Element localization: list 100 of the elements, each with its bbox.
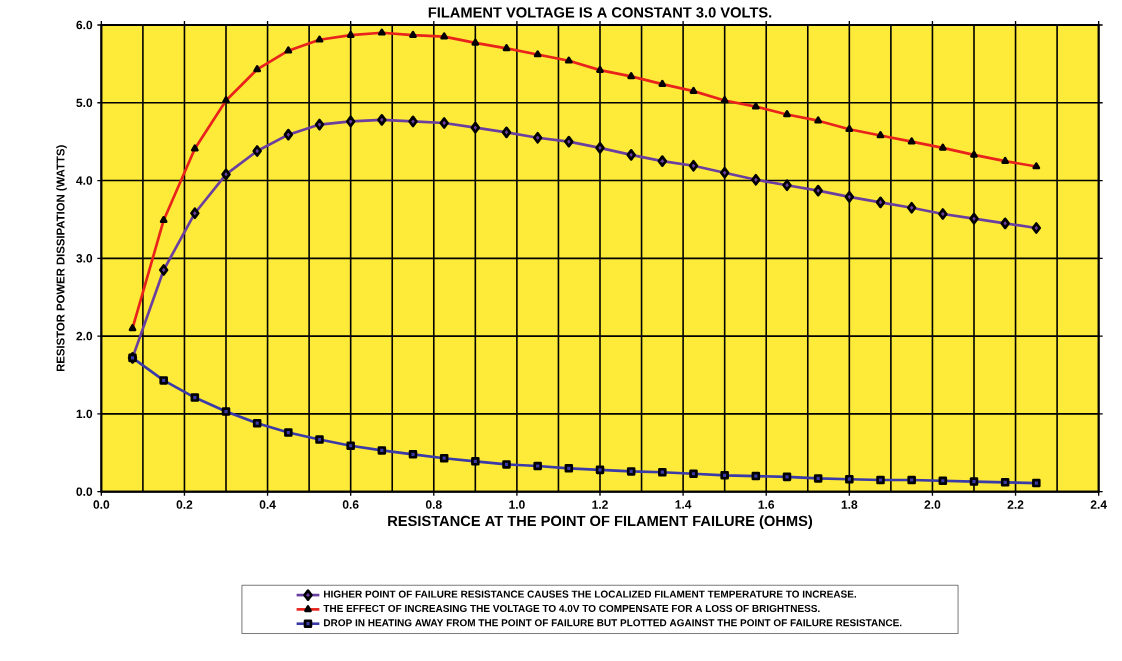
point [408,450,418,459]
point [658,467,667,477]
point [626,149,636,161]
point [190,207,200,220]
point [159,215,168,224]
point [907,137,916,145]
point [1000,217,1010,230]
point [938,476,948,486]
x-tick-label: 0.2 [176,500,193,509]
point [595,465,605,475]
x-tick-label: 1.8 [841,500,858,509]
point [190,393,200,402]
point [502,44,511,52]
point [845,124,854,133]
point [751,173,761,186]
point [471,38,480,46]
x-tick-label: 1.4 [675,500,692,509]
point [222,96,230,104]
point [719,166,730,179]
point [627,72,636,80]
point [1001,156,1010,164]
point [377,114,387,126]
point [689,469,698,479]
point [658,79,667,87]
y-tick-label: 2.0 [76,331,93,341]
point [1032,478,1041,488]
point [564,464,574,473]
point [159,376,168,385]
point [751,102,760,110]
x-tick-label: 0.0 [93,500,110,509]
point [190,144,199,152]
point [315,435,324,444]
point [813,474,823,483]
point [533,50,542,58]
point [814,116,823,124]
point [720,471,729,480]
legend-label: THE EFFECT OF INCREASING THE VOLTAGE TO 4.0V TO COMPENSATE FOR A LOSS OF BRIGHTNESS. [323,604,820,612]
point [970,150,978,158]
y-tick-label: 5.0 [76,98,93,108]
y-tick-label: 1.0 [76,409,93,419]
point [845,474,854,484]
point [533,461,542,471]
point [782,472,792,482]
point [689,86,698,94]
point [158,264,169,276]
point [688,159,699,172]
point [876,131,885,139]
point [314,118,325,131]
point [969,477,979,486]
point [501,126,512,139]
point [938,208,948,220]
y-axis-title: RESISTOR POWER DISSIPATION (WATTS) [56,145,67,372]
x-tick-label: 2.4 [1090,500,1107,509]
point [284,428,293,437]
point [346,441,355,451]
point [283,128,294,141]
point [783,110,791,118]
point [440,32,449,40]
point [284,46,293,54]
y-tick-label: 3.0 [76,254,93,263]
point [345,115,356,128]
point [876,475,885,485]
point [221,168,231,181]
point [439,453,449,463]
point [439,117,449,129]
point [720,96,729,104]
legend-label: DROP IN HEATING AWAY FROM THE POINT OF FAILURE BUT PLOTTED AGAINST THE POINT OF FAILURE RESISTANCE. [324,619,902,627]
point [813,184,823,197]
point [409,30,417,38]
point [377,446,387,455]
point [502,460,511,469]
point [408,115,418,128]
point [564,135,574,148]
point [875,196,886,209]
point [532,131,543,144]
x-axis-title: RESISTANCE AT THE POINT OF FILAMENT FAILURE (OHMS) [388,515,813,530]
point [221,407,231,416]
x-tick-label: 1.2 [592,500,608,509]
x-tick-label: 1.0 [509,500,525,509]
x-tick-label: 2.2 [1007,500,1024,509]
point [315,35,324,43]
y-tick-label: 0.0 [76,487,93,496]
x-tick-label: 0.8 [425,500,442,509]
chart-title: FILAMENT VOLTAGE IS A CONSTANT 3.0 VOLTS. [428,7,772,18]
point [253,65,262,73]
x-tick-label: 0.6 [342,500,359,509]
point [252,145,262,157]
point [1032,162,1041,170]
point [377,28,386,36]
point [938,143,947,151]
point [844,191,855,203]
point [252,418,262,428]
y-tick-label: 4.0 [76,176,93,185]
point [782,179,792,192]
point [1031,222,1042,234]
y-tick-label: 6.0 [76,20,93,30]
point [564,56,573,64]
point [1000,478,1010,487]
point [907,475,916,485]
point [906,201,917,214]
